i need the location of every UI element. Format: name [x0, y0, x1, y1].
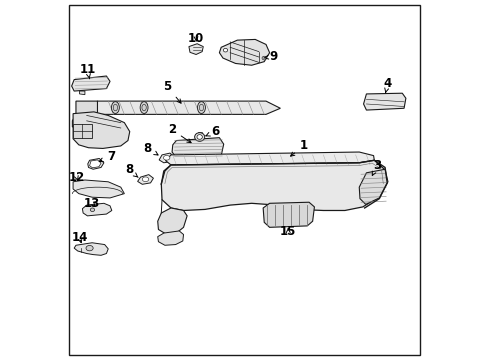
Polygon shape — [158, 231, 183, 245]
Polygon shape — [89, 160, 101, 168]
Polygon shape — [219, 40, 269, 65]
Text: 7: 7 — [99, 150, 115, 163]
Polygon shape — [80, 91, 85, 95]
Text: 15: 15 — [280, 225, 296, 238]
Ellipse shape — [111, 102, 119, 113]
Polygon shape — [161, 160, 386, 211]
Polygon shape — [73, 112, 129, 148]
Polygon shape — [158, 208, 187, 234]
Polygon shape — [73, 180, 124, 198]
Ellipse shape — [140, 102, 148, 113]
Text: 3: 3 — [371, 159, 381, 175]
Text: 4: 4 — [383, 77, 391, 93]
Ellipse shape — [194, 133, 204, 141]
Polygon shape — [165, 152, 373, 165]
Polygon shape — [263, 202, 314, 227]
Text: 2: 2 — [168, 123, 191, 143]
Text: 6: 6 — [205, 125, 220, 138]
Polygon shape — [188, 44, 203, 54]
Polygon shape — [90, 101, 280, 114]
Polygon shape — [359, 169, 387, 204]
Text: 13: 13 — [84, 197, 100, 210]
Polygon shape — [88, 158, 104, 169]
Polygon shape — [73, 125, 92, 138]
Polygon shape — [363, 93, 405, 110]
Polygon shape — [82, 203, 112, 216]
Text: 14: 14 — [71, 231, 87, 244]
Ellipse shape — [262, 56, 266, 60]
Polygon shape — [72, 76, 110, 91]
Text: 10: 10 — [187, 32, 204, 45]
Polygon shape — [74, 243, 108, 255]
Ellipse shape — [197, 135, 202, 139]
Text: 8: 8 — [124, 163, 138, 177]
Ellipse shape — [197, 102, 205, 113]
Text: 1: 1 — [290, 139, 307, 156]
Text: 5: 5 — [163, 80, 181, 103]
Text: 11: 11 — [79, 63, 95, 79]
Text: 8: 8 — [143, 142, 158, 155]
Ellipse shape — [142, 177, 148, 181]
Text: 9: 9 — [263, 50, 277, 63]
Polygon shape — [159, 153, 174, 163]
Ellipse shape — [223, 48, 227, 52]
Ellipse shape — [86, 246, 93, 251]
Text: 12: 12 — [68, 171, 84, 184]
Ellipse shape — [90, 208, 94, 212]
Polygon shape — [172, 138, 223, 158]
Ellipse shape — [163, 156, 169, 160]
Polygon shape — [137, 175, 153, 184]
Polygon shape — [72, 101, 97, 127]
